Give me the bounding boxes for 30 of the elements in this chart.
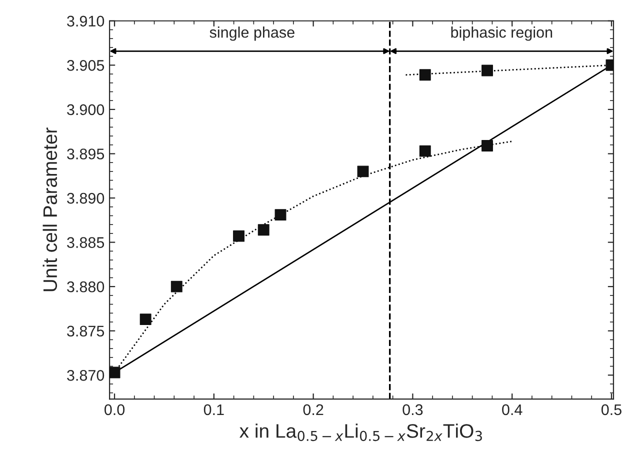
annotation: biphasic region: [451, 26, 552, 41]
x-tick-label: 0.0: [104, 404, 125, 416]
y-tick-label: 3.895: [67, 148, 104, 160]
point: [482, 64, 493, 76]
point: [140, 314, 152, 326]
y-axis-title: Unit cell Parameter: [42, 128, 58, 292]
x-tick-label: 0.2: [303, 404, 324, 416]
y-tick-label: 3.875: [67, 326, 104, 337]
x-tick-label: 0.5: [601, 404, 622, 416]
y-tick-label: 3.870: [67, 370, 104, 381]
y-tick-label: 3.910: [67, 16, 104, 27]
point: [419, 145, 431, 157]
y-tick-label: 3.900: [67, 104, 104, 116]
y-tick-label: 3.880: [67, 281, 104, 292]
point: [482, 140, 493, 152]
x-tick-label: 0.1: [204, 404, 224, 416]
annotation: single phase: [210, 26, 294, 41]
point: [110, 366, 120, 378]
point: [274, 209, 286, 221]
y-tick-label: 3.890: [67, 192, 104, 204]
point: [170, 280, 182, 292]
x-tick-label: 0.3: [402, 404, 423, 416]
point: [258, 224, 270, 236]
point: [233, 230, 244, 242]
y-tick-label: 3.905: [67, 60, 104, 71]
point: [357, 166, 369, 178]
point: [419, 69, 431, 81]
x-axis-title: x in La$_{0.5−x}$Li$_{0.5−x}$Sr$_{2x}$TiO$_{3}$: [240, 424, 482, 442]
y-tick-label: 3.885: [67, 237, 104, 248]
x-tick-label: 0.4: [502, 404, 522, 416]
